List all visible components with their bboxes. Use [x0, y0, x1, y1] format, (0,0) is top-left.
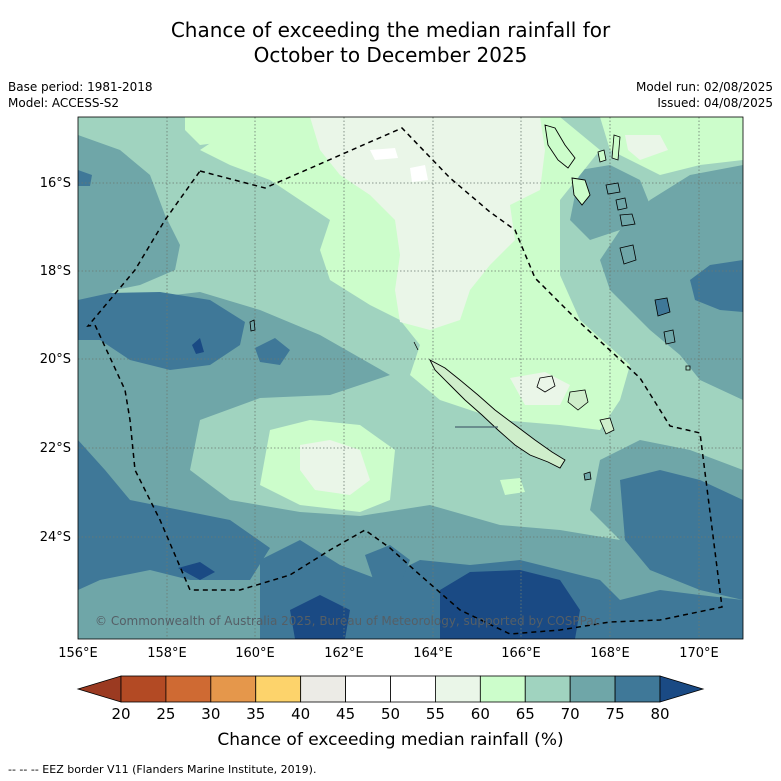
colorbar-extend-high [659, 675, 705, 703]
contour-55-60-ne [625, 135, 668, 160]
contour-70-75-west [78, 135, 180, 310]
lon-label-170e: 170°E [679, 646, 719, 661]
eez-footnote: -- -- -- EEZ border V11 (Flanders Marine… [8, 763, 317, 776]
title-line-2: October to December 2025 [253, 43, 528, 67]
island-hunter [685, 365, 691, 371]
lat-label-22s: 22°S [39, 441, 71, 456]
colorbar-tick-label: 40 [291, 705, 311, 723]
colorbar-extend-low [76, 675, 122, 703]
vanuatu-malekula [571, 177, 591, 206]
model-info: Base period: 1981-2018 Model: ACCESS-S2 [8, 79, 153, 111]
island-rennell [249, 319, 256, 332]
issued-date: Issued: 04/08/2025 [657, 96, 773, 110]
map-title: Chance of exceeding the median rainfall … [0, 18, 781, 68]
contour-75-80-blob [255, 338, 290, 365]
run-info: Model run: 02/08/2025 Issued: 04/08/2025 [636, 79, 773, 111]
colorbar-segment [614, 675, 661, 703]
colorbar-tick-label: 35 [246, 705, 266, 723]
lon-label-162e: 162°E [324, 646, 364, 661]
colorbar-tick-label: 30 [201, 705, 221, 723]
map-frame [77, 116, 744, 640]
colorbar-tick-label: 25 [156, 705, 176, 723]
loyalty-islands-2 [567, 389, 589, 411]
colorbar-tick-label: 80 [650, 705, 670, 723]
colorbar-tick-label: 60 [470, 705, 490, 723]
vanuatu-ambrym [605, 182, 621, 195]
colorbar-tick-label: 20 [111, 705, 131, 723]
title-line-1: Chance of exceeding the median rainfall … [170, 18, 611, 42]
colorbar-tick-label: 45 [336, 705, 356, 723]
colorbar-tick-label: 50 [380, 705, 401, 723]
contour-75-80-se [620, 470, 743, 600]
contour-above-80-sw [290, 595, 350, 639]
vanuatu-tanna [654, 297, 671, 317]
colorbar-segment [255, 675, 302, 703]
loyalty-islands [536, 375, 556, 393]
vanuatu-pentecost [597, 149, 607, 163]
contour-above-80-south [440, 570, 580, 639]
contour-60-65-ne [600, 117, 743, 175]
colorbar-tick-label: 65 [515, 705, 535, 723]
lat-label-18s: 18°S [39, 264, 71, 279]
contour-above-80-dot [192, 338, 204, 354]
lon-label-160e: 160°E [235, 646, 275, 661]
contour-75-80-nw [78, 170, 92, 186]
island-isle-of-pines [583, 471, 592, 481]
vanuatu-epi [615, 197, 628, 211]
colorbar-tick-label: 55 [425, 705, 445, 723]
lon-label-158e: 158°E [147, 646, 187, 661]
contour-60-65-blob [500, 478, 525, 495]
colorbar-segment [524, 675, 571, 703]
vanuatu-espiritu-santo [544, 124, 576, 169]
contour-60-65-top [185, 117, 250, 145]
colorbar-segment [345, 675, 391, 703]
lon-label-164e: 164°E [413, 646, 453, 661]
colorbar-segment [120, 675, 167, 703]
colorbar-segment [300, 675, 346, 703]
vanuatu-erromango [619, 244, 637, 265]
base-period: Base period: 1981-2018 [8, 80, 153, 94]
copyright-notice: © Commonwealth of Australia 2025, Bureau… [95, 614, 601, 628]
contour-55-60-north [310, 117, 545, 330]
vanuatu-maewo [611, 134, 621, 161]
island-belep [413, 341, 419, 351]
colorbar-segment [210, 675, 257, 703]
contour-50-55-a [370, 148, 398, 160]
gridlines [78, 117, 743, 639]
colorbar-segment [435, 675, 481, 703]
vanuatu-aneityum [663, 329, 676, 345]
lat-label-24s: 24°S [39, 530, 71, 545]
vanuatu-efate [619, 213, 636, 227]
contour-above-80-blob [178, 562, 215, 580]
colorbar-segment [569, 675, 616, 703]
new-caledonia-island [428, 358, 566, 469]
colorbar-segment [479, 675, 526, 703]
colorbar [76, 675, 705, 703]
model-name: Model: ACCESS-S2 [8, 96, 120, 110]
lon-label-168e: 168°E [590, 646, 630, 661]
lat-label-16s: 16°S [39, 176, 71, 191]
contour-75-80-south [78, 440, 270, 590]
colorbar-segment [165, 675, 212, 703]
lat-label-20s: 20°S [39, 352, 71, 367]
rainfall-map [78, 117, 743, 639]
colorbar-tick-label: 75 [605, 705, 625, 723]
contour-75-80-east [690, 260, 743, 312]
lon-label-166e: 166°E [501, 646, 541, 661]
colorbar-tick-label: 70 [560, 705, 580, 723]
colorbar-label: Chance of exceeding median rainfall (%) [217, 730, 564, 750]
contour-70-75-east [600, 165, 743, 400]
contour-55-60-center [300, 440, 370, 495]
contour-50-55-b [410, 165, 428, 182]
eez-border [86, 127, 723, 635]
model-run: Model run: 02/08/2025 [635, 80, 773, 94]
lon-label-156e: 156°E [58, 646, 98, 661]
island-ouvea [599, 417, 615, 435]
colorbar-segment [390, 675, 436, 703]
